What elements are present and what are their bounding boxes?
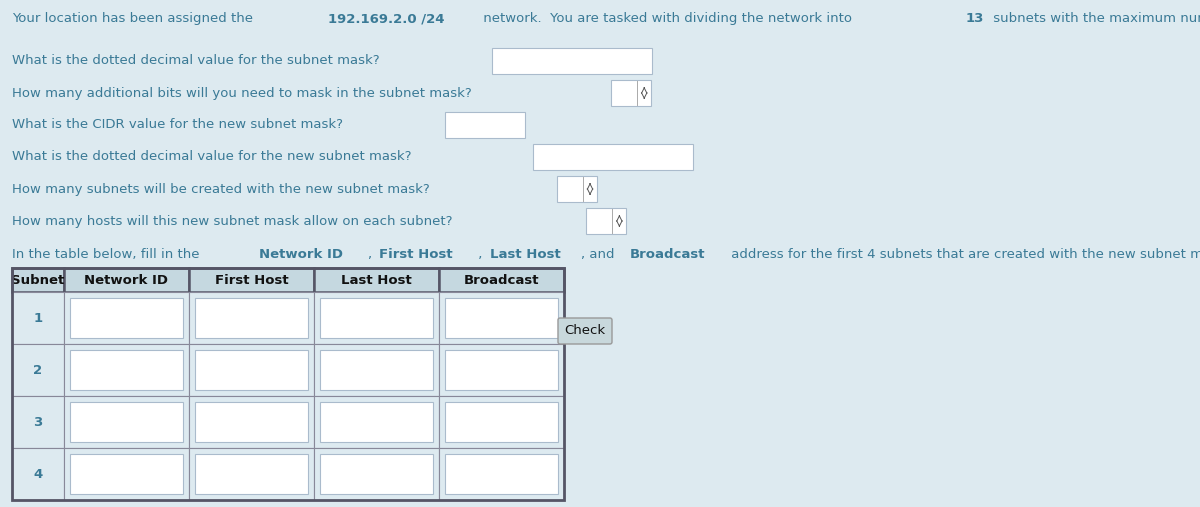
Text: How many subnets will be created with the new subnet mask?: How many subnets will be created with th… — [12, 183, 430, 196]
Bar — [12, 292, 64, 344]
Bar — [445, 454, 558, 494]
Bar — [12, 344, 64, 396]
Text: 2: 2 — [34, 364, 42, 377]
Bar — [314, 396, 439, 448]
Bar — [70, 402, 182, 442]
FancyBboxPatch shape — [558, 318, 612, 344]
Bar — [557, 176, 598, 202]
Bar — [445, 298, 558, 338]
Bar — [439, 268, 564, 292]
Bar — [587, 208, 626, 234]
Text: , and: , and — [581, 248, 619, 261]
Bar — [190, 344, 314, 396]
Text: 3: 3 — [34, 416, 43, 428]
Bar — [194, 402, 308, 442]
Bar — [439, 448, 564, 500]
Bar — [445, 112, 526, 138]
Bar — [320, 350, 433, 390]
Text: How many additional bits will you need to mask in the subnet mask?: How many additional bits will you need t… — [12, 87, 472, 99]
Bar — [194, 454, 308, 494]
Text: ,: , — [474, 248, 486, 261]
Text: 192.169.2.0 /24: 192.169.2.0 /24 — [329, 12, 445, 25]
Bar — [445, 402, 558, 442]
Text: Last Host: Last Host — [490, 248, 560, 261]
Bar — [534, 144, 694, 170]
Text: What is the dotted decimal value for the subnet mask?: What is the dotted decimal value for the… — [12, 54, 379, 67]
Bar — [64, 268, 190, 292]
Text: First Host: First Host — [215, 273, 288, 286]
Bar — [64, 292, 190, 344]
Text: Broadcast: Broadcast — [630, 248, 706, 261]
Text: 4: 4 — [34, 467, 43, 481]
Text: How many hosts will this new subnet mask allow on each subnet?: How many hosts will this new subnet mask… — [12, 214, 452, 228]
Text: Subnet: Subnet — [11, 273, 65, 286]
Bar — [492, 48, 653, 74]
Text: 1: 1 — [34, 311, 42, 324]
Bar — [320, 402, 433, 442]
Text: Check: Check — [564, 324, 606, 338]
Text: 13: 13 — [966, 12, 984, 25]
Text: Broadcast: Broadcast — [463, 273, 539, 286]
Text: In the table below, fill in the: In the table below, fill in the — [12, 248, 204, 261]
Text: First Host: First Host — [379, 248, 452, 261]
Bar — [70, 454, 182, 494]
Bar — [64, 344, 190, 396]
Bar — [439, 344, 564, 396]
Text: Network ID: Network ID — [84, 273, 168, 286]
Bar — [194, 350, 308, 390]
Bar — [445, 350, 558, 390]
Bar — [314, 448, 439, 500]
Bar — [314, 344, 439, 396]
Bar — [64, 448, 190, 500]
Bar — [70, 298, 182, 338]
Bar — [314, 292, 439, 344]
Bar — [190, 268, 314, 292]
Text: What is the CIDR value for the new subnet mask?: What is the CIDR value for the new subne… — [12, 119, 343, 131]
Bar — [190, 292, 314, 344]
Bar — [439, 396, 564, 448]
Text: What is the dotted decimal value for the new subnet mask?: What is the dotted decimal value for the… — [12, 151, 412, 163]
Bar — [190, 396, 314, 448]
Text: Your location has been assigned the: Your location has been assigned the — [12, 12, 257, 25]
Text: network.  You are tasked with dividing the network into: network. You are tasked with dividing th… — [479, 12, 856, 25]
Bar — [70, 350, 182, 390]
Text: subnets with the maximum number of hosts possible on each subnet.: subnets with the maximum number of hosts… — [989, 12, 1200, 25]
Bar — [12, 268, 64, 292]
Text: address for the first 4 subnets that are created with the new subnet mask.: address for the first 4 subnets that are… — [727, 248, 1200, 261]
Bar — [12, 396, 64, 448]
Bar — [320, 298, 433, 338]
Bar — [314, 268, 439, 292]
Bar — [611, 80, 652, 106]
Text: Network ID: Network ID — [259, 248, 343, 261]
Bar — [12, 268, 564, 500]
Bar — [12, 448, 64, 500]
Bar — [320, 454, 433, 494]
Bar — [64, 396, 190, 448]
Text: ,: , — [368, 248, 376, 261]
Text: Last Host: Last Host — [341, 273, 412, 286]
Bar — [194, 298, 308, 338]
Bar — [439, 292, 564, 344]
Bar — [190, 448, 314, 500]
